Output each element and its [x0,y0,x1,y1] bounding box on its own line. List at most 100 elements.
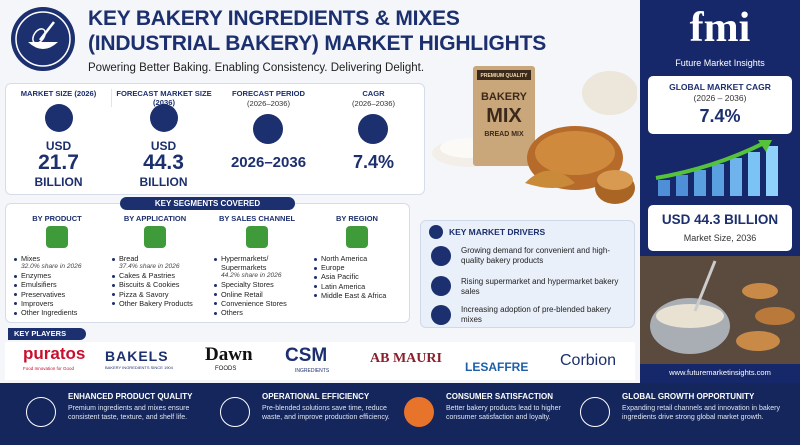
stat-icon [45,104,73,132]
segment-item: Pizza & Savory [112,290,206,299]
segment-item: Biscuits & Cookies [112,280,206,289]
benefit-title: CONSUMER SATISFACTION [446,392,553,401]
players-title: KEY PLAYERS [8,328,86,340]
stat-value: 2026–2036 [230,154,307,171]
stat-icon [358,114,388,144]
players-row: puratos Food Innovation for Good BAKELS … [5,342,635,380]
cagr-card: GLOBAL MARKET CAGR (2026 – 2036) 7.4% [648,76,792,134]
segment-note: 44.2% share in 2026 [221,272,282,280]
bag-text: BAKERY [481,91,528,103]
segment-heading: BY REGION [336,214,378,223]
player-logo: LESAFFRE [465,360,529,374]
benefit-text: Expanding retail channels and innovation… [622,405,780,421]
size-card: USD 44.3 BILLION Market Size, 2036 [648,205,792,251]
player-logo: CSM [285,345,328,366]
fmi-logo: fmi [689,5,751,51]
benefit-icon [580,397,610,427]
segment-item: North America [314,254,408,263]
bag-text: MIX [486,105,522,127]
player-tagline: BAKERY INGREDIENTS SINCE 1904 [105,365,173,370]
segment-item: Hypermarkets/ Supermarkets [214,254,308,272]
size-value: USD 44.3 BILLION [661,212,779,227]
segment-icon [144,226,166,248]
segment-item: Online Retail [214,290,308,299]
segment-item: Bread [112,254,206,263]
segment-heading: BY APPLICATION [123,214,187,223]
cagr-value: 7.4% [699,106,741,126]
player-logo: BAKELS [105,348,169,364]
benefit-title: GLOBAL GROWTH OPPORTUNITY [622,392,755,401]
segment-item: Mixes [14,254,108,263]
benefit-icon [404,397,434,427]
segment-item: Other Ingredients [14,308,108,317]
benefit-title: ENHANCED PRODUCT QUALITY [68,392,193,401]
driver-icon [431,276,451,296]
player-logo: Dawn [205,344,253,365]
segment-icon [46,226,68,248]
benefits-band: ENHANCED PRODUCT QUALITY Premium ingredi… [0,383,800,445]
segment-item: Other Bakery Products [112,299,206,308]
benefit-text: Better bakery products lead to higher co… [446,405,561,421]
segment-item: Others [214,308,308,317]
segment-item: Improvers [14,299,108,308]
stat-prefix: USD [45,139,72,153]
bag-badge: PREMIUM QUALITY [481,73,529,79]
segment-note: 32.0% share in 2026 [21,263,82,271]
benefit-icon [220,397,250,427]
stat-sublabel: (2026–2036) [246,99,291,108]
drivers-title: KEY MARKET DRIVERS [449,227,546,237]
header-logo [11,7,75,71]
stat-prefix: USD [150,139,177,153]
segment-list: Mixes 32.0% share in 2026 Enzymes Emulsifie… [14,254,108,317]
stat-label: MARKET SIZE (2026) [20,89,97,98]
cagr-period: (2026 – 2036) [693,93,747,103]
stat-icon [253,114,283,144]
stat-label: CAGR [362,89,385,98]
benefit-title: OPERATIONAL EFFICIENCY [262,392,370,401]
stat-label: FORECAST MARKET SIZE (2036) [111,89,216,107]
segment-heading: BY SALES CHANNEL [218,214,296,223]
stat-label: FORECAST PERIOD [232,89,305,98]
driver-icon [431,305,451,325]
stat-value: 21.7 [38,151,79,174]
benefit-icon [26,397,56,427]
tagline: Powering Better Baking. Enabling Consist… [88,62,425,74]
driver-text: Increasing adoption of pre-blended baker… [461,305,611,324]
drivers-icon [429,225,443,239]
segment-heading: BY PRODUCT [32,214,82,223]
segment-item: Convenience Stores [214,299,308,308]
bag-text: BREAD MIX [484,131,524,138]
player-tagline: FOODS [215,366,237,372]
driver-icon [431,246,451,266]
segment-item: Enzymes [14,271,108,280]
segment-item: Emulsifiers [14,280,108,289]
player-logo: puratos [23,344,86,363]
stat-sublabel: (2026–2036) [351,99,396,108]
benefit-text: Pre-blended solutions save time, reduce … [262,405,390,421]
drivers-panel: KEY MARKET DRIVERS Growing demand for co… [420,220,635,328]
segment-icon [246,226,268,248]
player-logo: Corbion [560,352,617,369]
cagr-label: GLOBAL MARKET CAGR [669,82,771,92]
segment-item: Specialty Stores [214,280,308,289]
segment-item: Asia Pacific [314,272,408,281]
stats-panel: MARKET SIZE (2026) USD 21.7 BILLION FORE… [5,83,425,195]
stat-suffix: BILLION [34,175,83,189]
segment-list: North America Europe Asia Pacific Latin Ame… [314,254,408,300]
size-label: Market Size, 2036 [683,233,757,243]
growth-graphic [655,140,778,196]
website: www.futuremarketinsights.com [669,368,771,377]
stat-value: 7.4% [352,152,395,172]
bakery-image: PREMIUM QUALITY BAKERY MIX BREAD MIX [432,66,637,204]
title: KEY BAKERY INGREDIENTS & MIXES [88,7,460,30]
fmi-brand: Future Market Insights [675,58,765,68]
stat-value: 44.3 [143,151,184,174]
segments-title: KEY SEGMENTS COVERED [120,197,295,210]
player-tagline: INGREDIENTS [295,368,330,374]
segment-item: Preservatives [14,290,108,299]
player-tagline: Food Innovation for Good [23,366,75,371]
segment-item: Latin America [314,282,408,291]
player-logo: AB MAURI [370,351,442,366]
benefit-text: Premium ingredients and mixes ensure con… [68,405,190,421]
